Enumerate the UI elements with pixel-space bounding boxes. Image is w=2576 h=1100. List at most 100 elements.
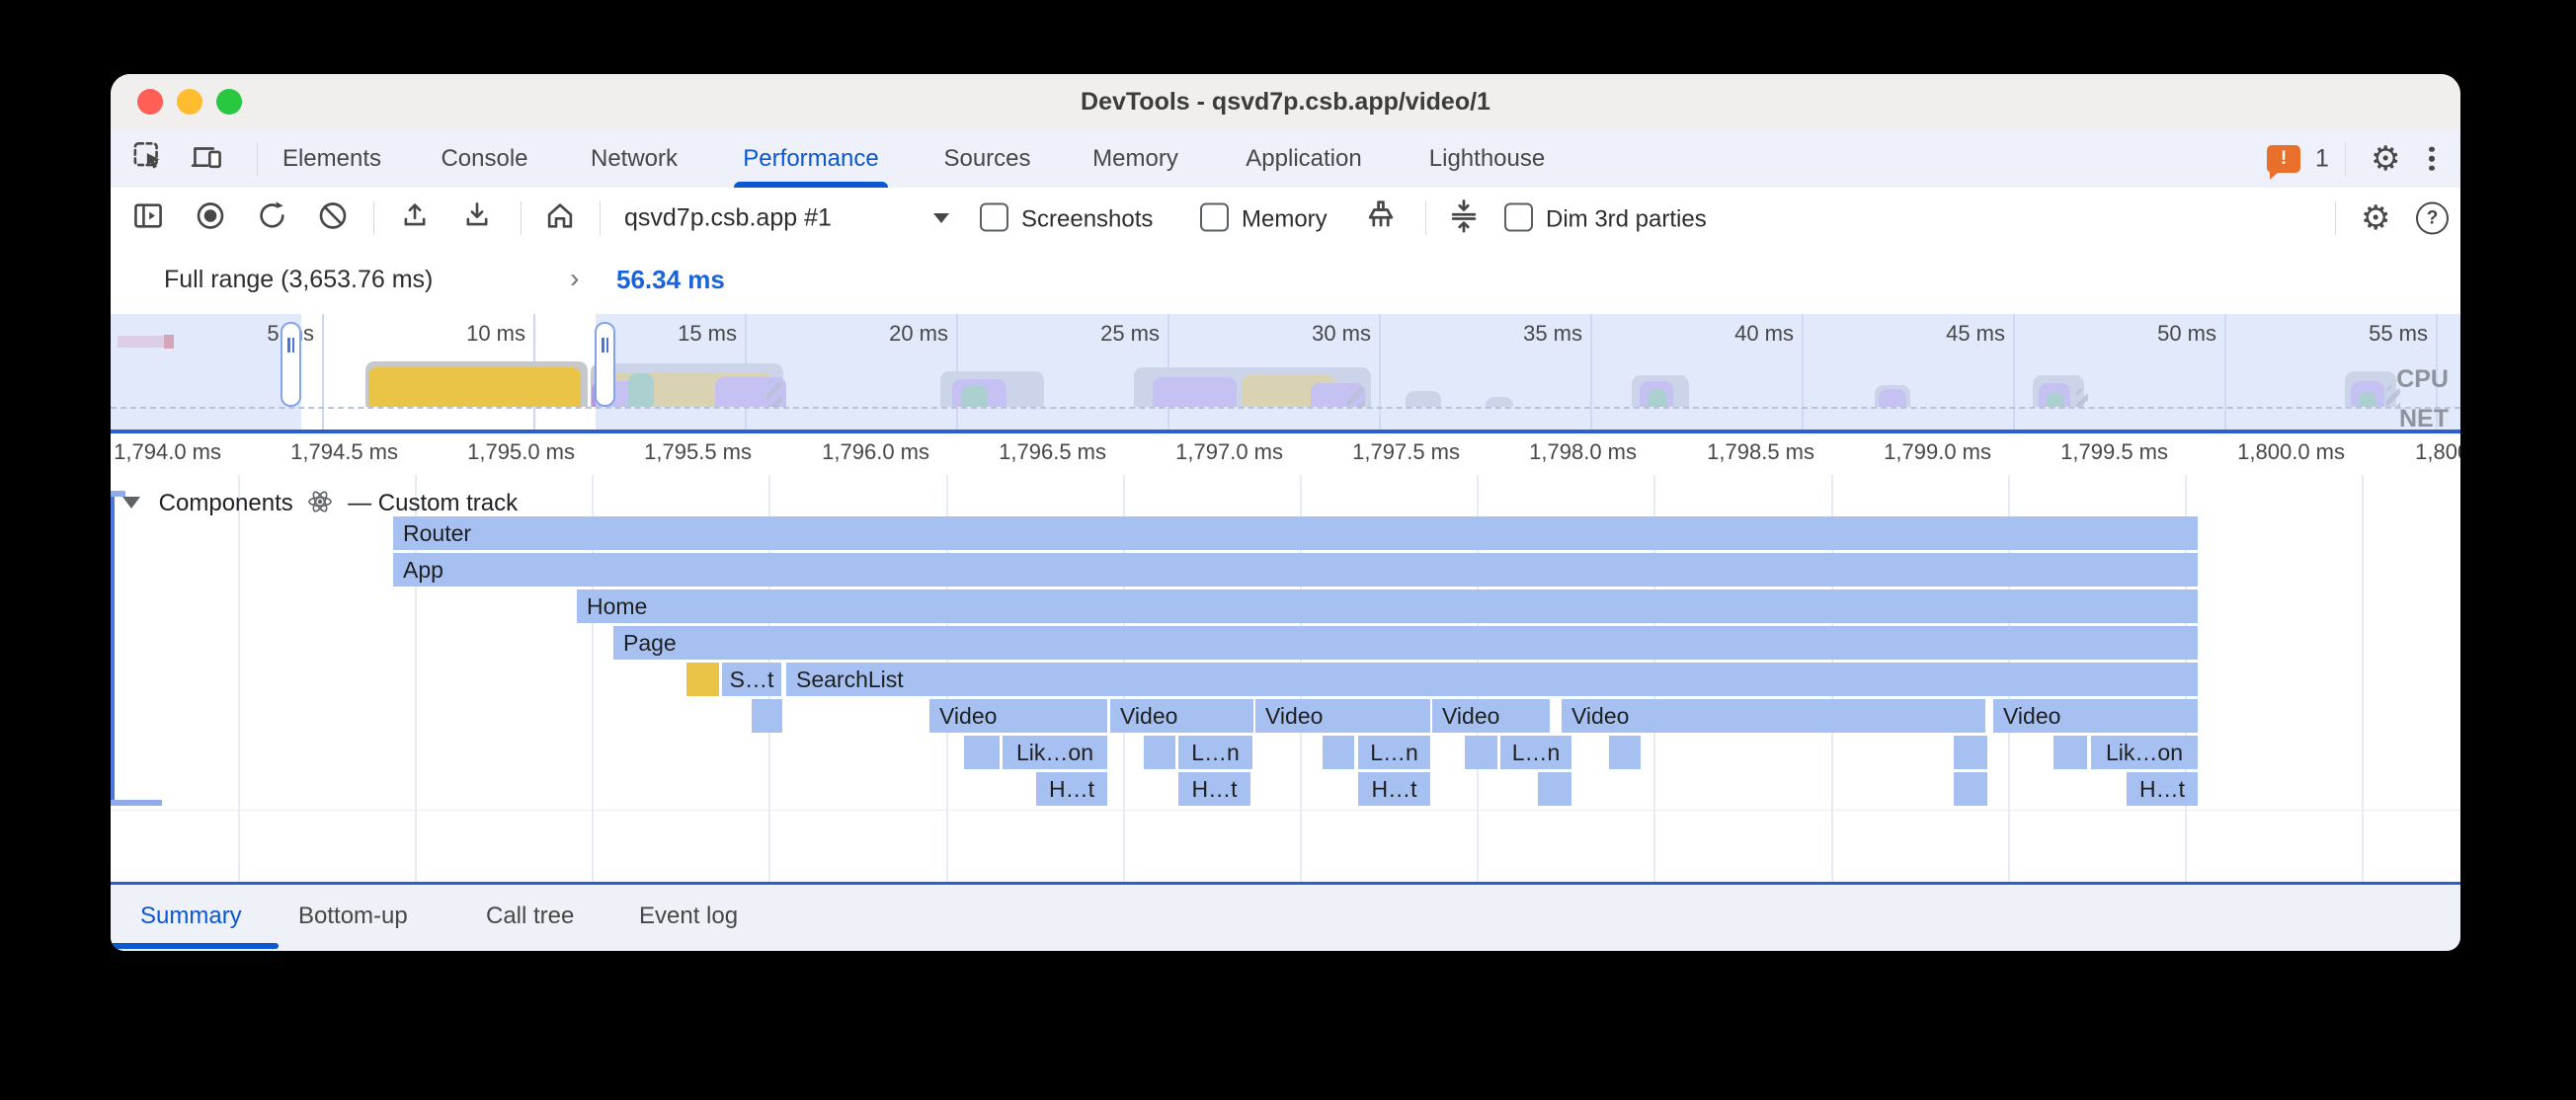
flame-bar[interactable]: App — [393, 553, 2198, 587]
overview-handle-left[interactable] — [281, 322, 301, 407]
minimize-window-button[interactable] — [177, 89, 202, 115]
separator — [521, 201, 522, 235]
flame-bar[interactable]: H…t — [1358, 772, 1430, 806]
flame-bar-small[interactable] — [752, 699, 782, 733]
flame-bar[interactable]: Lik…on — [2091, 736, 2198, 769]
track-suffix: — Custom track — [348, 490, 519, 516]
bottom-tab-call-tree[interactable]: Call tree — [486, 903, 575, 929]
device-toolbar-icon[interactable] — [190, 140, 225, 177]
collapse-sections-icon[interactable] — [1446, 198, 1482, 239]
flame-bar-label: Video — [2003, 703, 2061, 729]
overview-tick-label: 35 ms — [1523, 321, 1582, 346]
tab-console[interactable]: Console — [441, 145, 528, 172]
zoom-window-button[interactable] — [216, 89, 242, 115]
error-badge[interactable]: ! — [2267, 144, 2300, 180]
flame-bar[interactable]: L…n — [1358, 736, 1430, 769]
bottom-tab-summary[interactable]: Summary — [140, 903, 242, 929]
tab-performance[interactable]: Performance — [734, 129, 888, 188]
toggle-sidebar-icon[interactable] — [132, 200, 164, 237]
bottom-tab-bottom-up[interactable]: Bottom-up — [298, 903, 408, 929]
flame-bar[interactable]: H…t — [1178, 772, 1250, 806]
flame-bar[interactable]: Video — [1110, 699, 1253, 733]
flame-bar-small[interactable] — [1609, 736, 1641, 769]
flame-bar[interactable]: Video — [1993, 699, 2198, 733]
separator — [1425, 201, 1426, 235]
flame-bar[interactable]: SearchList — [786, 663, 2198, 696]
dim-3rd-parties-checkbox[interactable]: Dim 3rd parties — [1504, 202, 1707, 234]
track-bottom-line — [111, 810, 2460, 811]
ruler-tick-label: 1,799.5 ms — [2060, 439, 2168, 464]
target-selector-dropdown[interactable]: qsvd7p.csb.app #1 — [624, 204, 832, 233]
overview-handle-right[interactable] — [595, 322, 615, 407]
react-atom-icon — [308, 491, 333, 512]
flame-bar-small[interactable] — [1465, 736, 1497, 769]
flame-bar-label: Home — [587, 593, 648, 619]
ruler-tick-label: 1,794.0 ms — [114, 439, 221, 464]
chevron-right-icon: › — [570, 263, 580, 293]
flame-bar-small[interactable] — [1144, 736, 1175, 769]
tab-elements[interactable]: Elements — [282, 145, 382, 172]
flame-bar[interactable]: Video — [1432, 699, 1550, 733]
flame-bar-label: Lik…on — [2106, 740, 2183, 765]
clear-icon[interactable] — [317, 200, 349, 237]
flame-bar-label: L…n — [1370, 740, 1418, 765]
flame-bar[interactable]: H…t — [2127, 772, 2198, 806]
more-options-icon[interactable] — [2429, 142, 2435, 175]
flame-bar[interactable]: L…n — [1500, 736, 1571, 769]
tab-memory[interactable]: Memory — [1092, 145, 1178, 172]
bottom-tab-event-log[interactable]: Event log — [639, 903, 739, 929]
record-icon[interactable] — [195, 200, 226, 237]
flame-bar-small[interactable] — [964, 736, 1000, 769]
inspect-element-icon[interactable] — [132, 140, 164, 177]
flame-bar-label: App — [403, 557, 443, 583]
flame-bar[interactable]: Lik…on — [1003, 736, 1107, 769]
full-range-crumb[interactable]: Full range (3,653.76 ms) — [164, 266, 434, 293]
flame-bar[interactable]: H…t — [1036, 772, 1107, 806]
settings-gear-icon[interactable]: ⚙ — [2371, 138, 2401, 179]
selected-range-crumb[interactable]: 56.34 ms — [616, 265, 725, 294]
flame-bar[interactable]: Router — [393, 516, 2198, 550]
help-icon[interactable]: ? — [2416, 201, 2449, 235]
flame-gridline — [415, 475, 417, 882]
flame-bar[interactable]: S…t — [722, 663, 781, 696]
upload-profile-icon[interactable] — [399, 200, 431, 237]
ruler-tick-label: 1,800.0 ms — [2237, 439, 2345, 464]
tab-sources[interactable]: Sources — [943, 145, 1031, 172]
flame-bar[interactable]: Home — [577, 589, 2198, 623]
tab-network[interactable]: Network — [590, 145, 679, 172]
flame-bar[interactable]: Video — [1562, 699, 1985, 733]
flame-bar[interactable]: L…n — [1178, 736, 1252, 769]
checkbox-box — [980, 202, 1008, 232]
garbage-collect-icon[interactable] — [1363, 198, 1399, 239]
memory-checkbox[interactable]: Memory — [1200, 202, 1328, 234]
separator — [600, 201, 601, 235]
capture-settings-gear-icon[interactable]: ⚙ — [2361, 198, 2391, 238]
flame-bar-small[interactable] — [1954, 772, 1987, 806]
ruler-tick-label: 1,796.0 ms — [822, 439, 929, 464]
close-window-button[interactable] — [137, 89, 163, 115]
flame-bar[interactable]: Video — [929, 699, 1107, 733]
custom-track-header[interactable]: Components — Custom track — [122, 489, 518, 518]
flame-bar-small[interactable] — [1323, 736, 1354, 769]
performance-toolbar: qsvd7p.csb.app #1 Screenshots Memory — [111, 188, 2460, 250]
flame-bar-small[interactable] — [686, 663, 719, 696]
reload-record-icon[interactable] — [257, 200, 288, 237]
tab-lighthouse[interactable]: Lighthouse — [1428, 145, 1546, 172]
flame-bar-small[interactable] — [1538, 772, 1571, 806]
download-profile-icon[interactable] — [461, 200, 493, 237]
screenshots-checkbox[interactable]: Screenshots — [980, 202, 1153, 234]
flame-bar-label: Router — [403, 520, 472, 546]
flame-bar-small[interactable] — [2053, 736, 2087, 769]
flame-bar-small[interactable] — [1954, 736, 1987, 769]
flame-bar-label: Page — [623, 630, 677, 656]
flame-bar[interactable]: Page — [613, 626, 2198, 660]
flame-bar-label: H…t — [1049, 776, 1094, 802]
tab-application[interactable]: Application — [1246, 145, 1362, 172]
home-icon[interactable] — [544, 200, 576, 237]
overview-tick-label: 50 ms — [2157, 321, 2216, 346]
flame-bar[interactable]: Video — [1255, 699, 1430, 733]
flame-bar-label: Video — [1571, 703, 1630, 729]
overview-divider — [111, 430, 2460, 433]
handle-grip-icon — [291, 338, 294, 353]
